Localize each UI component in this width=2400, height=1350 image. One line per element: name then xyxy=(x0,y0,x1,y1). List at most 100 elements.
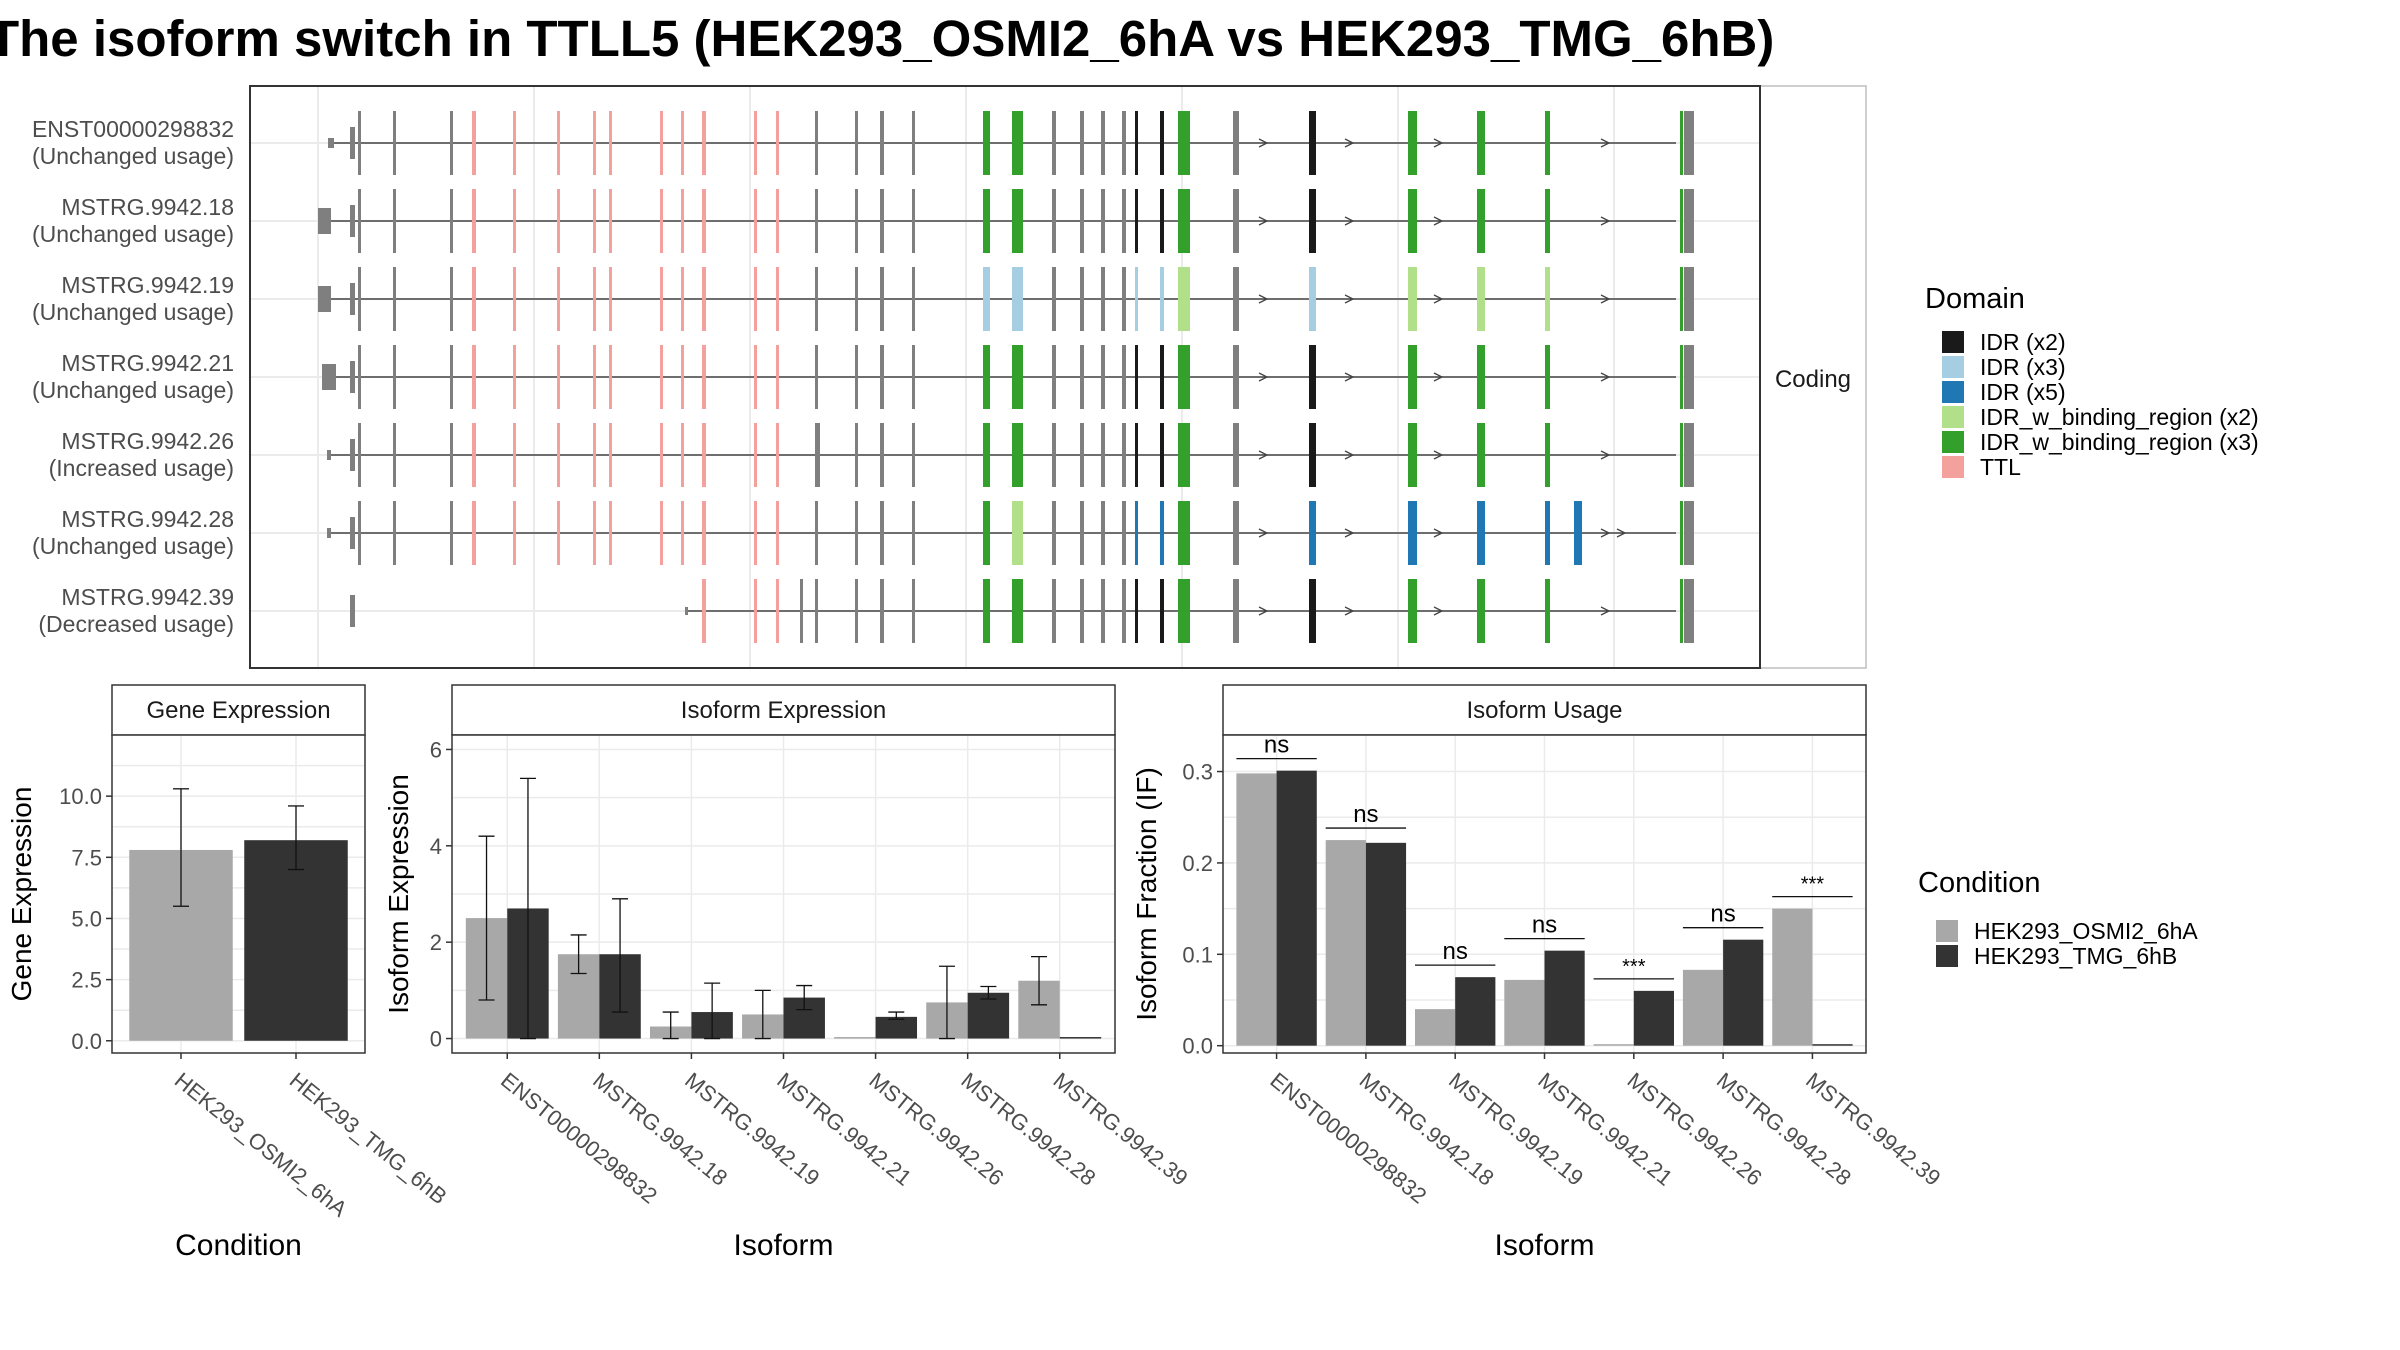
exon-x xyxy=(450,189,453,253)
exon-x xyxy=(880,111,884,175)
exon-x xyxy=(358,267,361,331)
exon-ttl xyxy=(609,267,612,331)
transcript-name: MSTRG.9942.18 xyxy=(61,194,234,220)
exon-idr2 xyxy=(1160,579,1164,643)
exon-x xyxy=(450,267,453,331)
exon-x xyxy=(1233,579,1239,643)
y-tick-label: 0.0 xyxy=(1182,1034,1213,1059)
bar xyxy=(1633,990,1674,1046)
exon-x xyxy=(1684,345,1694,409)
significance-label: ns xyxy=(1710,901,1735,928)
exon-x xyxy=(1080,111,1084,175)
x-tick-label: ENST00000298832 xyxy=(496,1067,662,1208)
exon-bind2 xyxy=(1477,267,1485,331)
bar xyxy=(1455,977,1496,1046)
transcript-track-4 xyxy=(322,345,1694,409)
exon-x xyxy=(450,345,453,409)
bar xyxy=(1682,969,1724,1046)
panel-strip xyxy=(1222,684,1867,736)
exon-ttl xyxy=(702,189,706,253)
strand-arrow xyxy=(1600,528,1611,538)
exon-x xyxy=(880,345,884,409)
exon-ttl xyxy=(776,111,779,175)
exon-x xyxy=(450,501,453,565)
exon-idr2 xyxy=(1309,423,1316,487)
exon-ttl xyxy=(702,423,706,487)
exon-x xyxy=(855,345,858,409)
exon-ttl xyxy=(472,345,476,409)
exon-bind3 xyxy=(1680,579,1683,643)
y-tick-label: 6 xyxy=(430,737,442,762)
exon-bind3 xyxy=(1178,189,1190,253)
structure-panel-border xyxy=(249,85,1761,669)
exon-idr2 xyxy=(1135,345,1138,409)
strand-arrow xyxy=(1344,606,1355,616)
utr-exon xyxy=(350,361,355,393)
exon-bind3 xyxy=(983,423,990,487)
y-tick-label: 7.5 xyxy=(71,845,102,870)
exon-bind3 xyxy=(1477,345,1485,409)
exon-x xyxy=(1684,579,1694,643)
utr-exon xyxy=(350,127,355,159)
utr-exon xyxy=(318,286,331,312)
exon-x xyxy=(1101,423,1105,487)
strand-arrow xyxy=(1600,606,1611,616)
exon-x xyxy=(1122,423,1126,487)
exon-bind3 xyxy=(1680,111,1683,175)
exon-x xyxy=(912,111,915,175)
domain-legend: Domain IDR (x2)IDR (x3)IDR (x5)IDR_w_bin… xyxy=(1925,283,2259,480)
exon-x xyxy=(1122,345,1126,409)
exon-x xyxy=(1080,345,1084,409)
strand-arrow xyxy=(1433,450,1444,460)
y-tick-label: 0.2 xyxy=(1182,851,1213,876)
exon-bind3 xyxy=(1178,423,1190,487)
bar xyxy=(244,840,348,1041)
structure-strip-label: Coding xyxy=(1775,366,1851,393)
exon-bind3 xyxy=(1178,111,1190,175)
exon-x xyxy=(1233,189,1239,253)
exon-x xyxy=(1122,111,1126,175)
exon-idr5 xyxy=(1309,501,1316,565)
panel-title: Isoform Usage xyxy=(1466,697,1622,724)
exon-x xyxy=(450,111,453,175)
exon-x xyxy=(855,501,858,565)
exon-x xyxy=(815,579,818,643)
exon-x xyxy=(393,423,396,487)
exon-idr2 xyxy=(1309,579,1316,643)
exon-bind3 xyxy=(1477,189,1485,253)
exon-ttl xyxy=(681,501,684,565)
condition-legend-swatch xyxy=(1936,945,1958,967)
exon-bind3 xyxy=(1680,345,1683,409)
exon-x xyxy=(912,579,915,643)
exon-bind2 xyxy=(1545,267,1550,331)
exon-ttl xyxy=(776,345,779,409)
strand-arrow xyxy=(1433,528,1444,538)
exon-ttl xyxy=(681,423,684,487)
exon-ttl xyxy=(593,111,596,175)
exon-idr2 xyxy=(1160,189,1164,253)
domain-legend-label: IDR (x3) xyxy=(1980,354,2066,380)
utr-exon xyxy=(327,528,331,538)
exon-ttl xyxy=(660,345,663,409)
strand-arrow xyxy=(1258,528,1269,538)
exon-bind2 xyxy=(1178,267,1190,331)
exon-bind3 xyxy=(1680,501,1683,565)
exon-ttl xyxy=(609,189,612,253)
transcript-name: MSTRG.9942.19 xyxy=(61,272,234,298)
exon-ttl xyxy=(557,111,560,175)
transcript-track-6 xyxy=(327,501,1694,565)
exon-ttl xyxy=(593,189,596,253)
exon-x xyxy=(912,345,915,409)
exon-x xyxy=(1233,345,1239,409)
exon-ttl xyxy=(513,267,516,331)
exon-bind3 xyxy=(983,345,990,409)
y-tick-label: 0 xyxy=(430,1027,442,1052)
domain-legend-swatch xyxy=(1942,456,1964,478)
exon-x xyxy=(393,501,396,565)
y-axis-title: Gene Expression xyxy=(6,787,37,1002)
transcript-usage-label: (Unchanged usage) xyxy=(32,377,234,403)
exon-bind3 xyxy=(1012,423,1023,487)
